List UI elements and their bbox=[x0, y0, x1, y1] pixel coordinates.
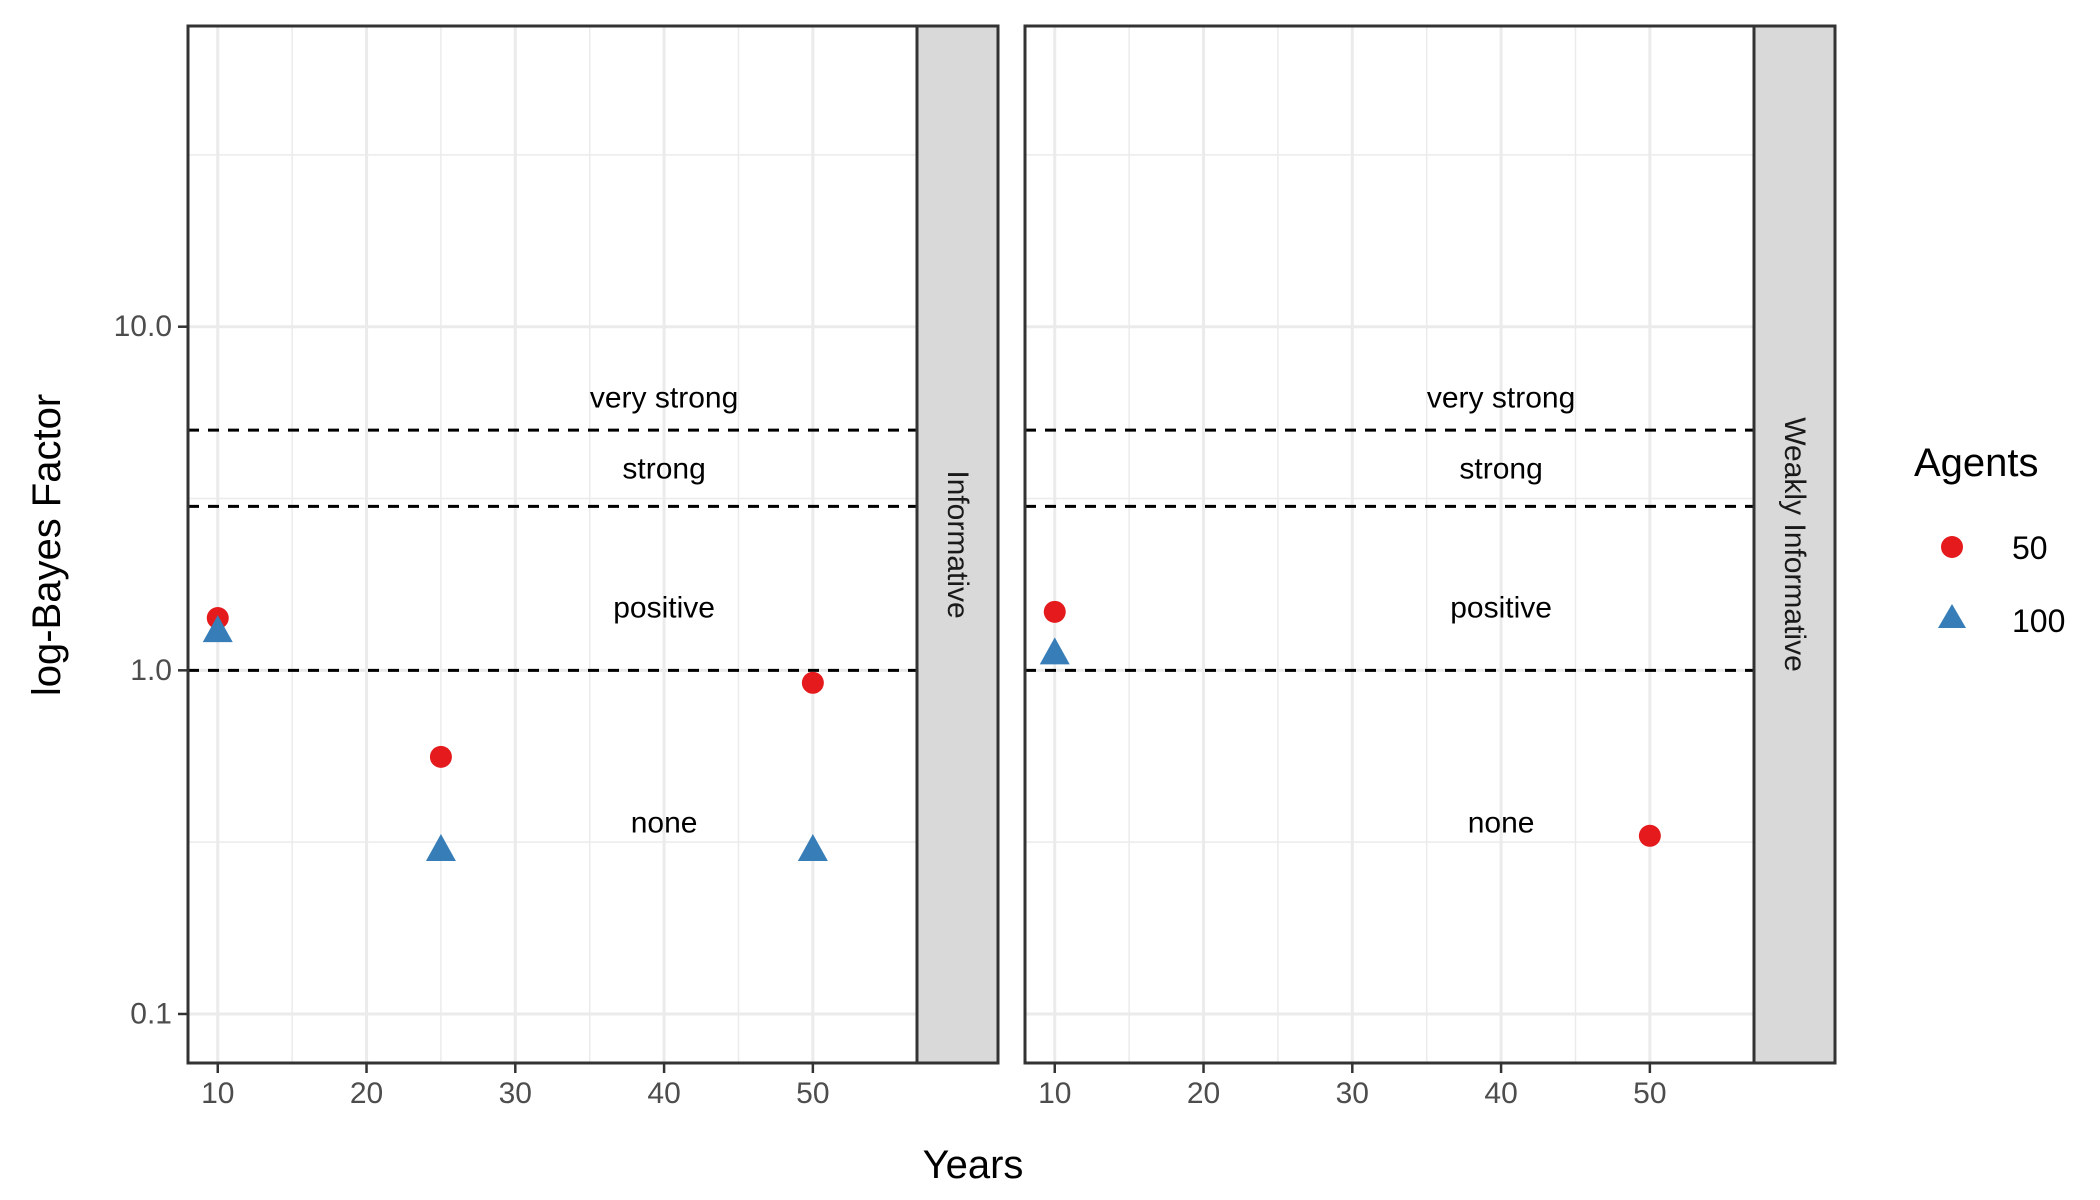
data-point-agents-100 bbox=[797, 834, 828, 862]
y-tick-label: 0.1 bbox=[130, 997, 172, 1030]
strip-label: Informative bbox=[941, 470, 974, 618]
x-tick-label: 30 bbox=[499, 1077, 532, 1110]
annotation-label: strong bbox=[1459, 453, 1542, 486]
y-tick-label: 10.0 bbox=[114, 310, 172, 343]
y-axis: 0.1 1.0 10.0 bbox=[114, 310, 188, 1030]
annotation-label: strong bbox=[622, 453, 705, 486]
legend: Agents 50 100 bbox=[1914, 441, 2065, 639]
panel-background bbox=[1025, 26, 1754, 1063]
data-point-agents-50 bbox=[801, 671, 824, 694]
panel-1: very strong strong positive none Informative bbox=[186, 24, 1000, 1065]
y-tick-label: 1.0 bbox=[130, 654, 172, 687]
x-tick-label: 40 bbox=[1484, 1077, 1517, 1110]
x-axis-title: Years bbox=[923, 1143, 1024, 1187]
data-point-agents-50 bbox=[1043, 600, 1066, 623]
x-tick-label: 50 bbox=[1633, 1077, 1666, 1110]
panels: very strong strong positive none Informative… bbox=[186, 24, 1837, 1065]
data-point-agents-50 bbox=[1638, 824, 1661, 847]
annotation-label: none bbox=[631, 806, 698, 839]
legend-swatch-triangle bbox=[1938, 604, 1966, 628]
panel-border bbox=[186, 24, 1000, 1065]
x-axis: 10 20 30 40 50 10 20 30 40 50 bbox=[201, 1063, 1667, 1110]
annotation-label: positive bbox=[1450, 591, 1552, 624]
panel-background bbox=[188, 26, 917, 1063]
annotation-label: none bbox=[1468, 806, 1535, 839]
y-axis-title: log-Bayes Factor bbox=[25, 394, 69, 696]
x-tick-label: 50 bbox=[796, 1077, 829, 1110]
strip-background bbox=[1754, 26, 1835, 1063]
data-point-agents-100 bbox=[425, 834, 456, 862]
panel-border bbox=[1023, 24, 1837, 1065]
annotation-label: very strong bbox=[590, 382, 738, 415]
panel-2: very strong strong positive none Weakly Info… bbox=[1023, 24, 1837, 1065]
x-tick-label: 10 bbox=[201, 1077, 234, 1110]
legend-swatch-circle bbox=[1941, 536, 1963, 558]
x-tick-label: 30 bbox=[1336, 1077, 1369, 1110]
annotation-label: positive bbox=[613, 591, 715, 624]
data-point-agents-100 bbox=[1039, 637, 1070, 665]
legend-title: Agents bbox=[1914, 441, 2039, 485]
legend-label-1: 100 bbox=[2012, 603, 2065, 639]
legend-label-0: 50 bbox=[2012, 530, 2048, 566]
strip-background bbox=[917, 26, 998, 1063]
x-tick-label: 40 bbox=[647, 1077, 680, 1110]
strip-label: Weakly Informative bbox=[1778, 417, 1811, 672]
x-tick-label: 20 bbox=[1187, 1077, 1220, 1110]
data-point-agents-100 bbox=[202, 615, 233, 643]
x-tick-label: 20 bbox=[350, 1077, 383, 1110]
annotation-label: very strong bbox=[1427, 382, 1575, 415]
x-tick-label: 10 bbox=[1038, 1077, 1071, 1110]
data-point-agents-50 bbox=[429, 745, 452, 768]
